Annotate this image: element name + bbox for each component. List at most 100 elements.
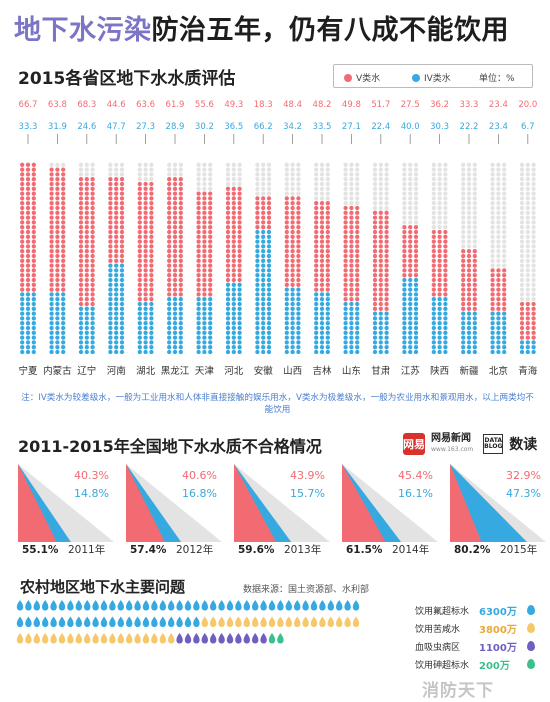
fluoride-drop [184, 616, 192, 627]
v-dot [355, 225, 360, 230]
v-dot [143, 273, 148, 278]
v-dot [167, 282, 172, 287]
v-dot [531, 321, 536, 326]
v-dot [284, 220, 289, 225]
iv-dot [402, 349, 407, 355]
empty-dot [402, 220, 407, 225]
iv-dot [31, 330, 36, 335]
iv-dot [261, 277, 266, 283]
iv-dot [496, 311, 501, 316]
iv-dot [137, 345, 142, 350]
iv-dot [196, 349, 201, 355]
brackish-drop [294, 616, 301, 627]
iv-dot [490, 335, 495, 340]
v-dot [343, 229, 348, 235]
v-dot [225, 277, 231, 283]
fluoride-drop [302, 600, 309, 611]
iv-dot [502, 325, 507, 331]
v-dot [466, 301, 472, 307]
iv-dot [266, 229, 272, 235]
iv-dot [413, 325, 419, 331]
v-dot [225, 253, 231, 259]
rural-legend-item: 饮用苦咸水 3800万 [415, 619, 541, 637]
iv-dot [137, 321, 142, 326]
iv-dot [325, 345, 330, 350]
iv-dot [172, 301, 178, 307]
v-dot [149, 229, 154, 235]
v-dot [296, 220, 301, 225]
empty-dot [413, 177, 419, 182]
iv-dot [266, 335, 272, 340]
v-dot [25, 287, 31, 292]
v-dot [349, 263, 354, 268]
empty-dot [343, 181, 348, 187]
iv-dot [119, 321, 125, 326]
v-dot [266, 225, 272, 230]
iv-dot [413, 282, 419, 287]
empty-dot [319, 196, 325, 201]
v-dot [25, 244, 31, 249]
v-dot [349, 273, 354, 278]
v-dot [325, 220, 330, 225]
empty-dot [525, 220, 530, 225]
brackish-drop [75, 633, 82, 644]
iv-dot [25, 325, 31, 331]
iv-dot [61, 311, 66, 316]
iv-dot [202, 311, 207, 316]
v-dot [108, 181, 113, 187]
v-dot [461, 297, 466, 302]
iv-dot [502, 345, 507, 350]
empty-dot [408, 167, 413, 172]
iv-dot [431, 335, 436, 340]
fluoride-drop [25, 616, 32, 627]
iv-dot [355, 321, 360, 326]
iv-dot [114, 263, 119, 268]
v-dot [172, 282, 178, 287]
iv-dot [137, 325, 142, 331]
v-dot [108, 186, 113, 191]
empty-dot [519, 196, 525, 201]
iv-dot [20, 306, 25, 311]
iv-dot [261, 316, 266, 321]
v-dot [325, 277, 330, 283]
iv-dot [78, 311, 84, 316]
v-dot [472, 268, 477, 273]
empty-dot [149, 167, 154, 172]
iv-dot [296, 335, 301, 340]
iv-dot [137, 330, 142, 335]
v-dot [319, 253, 325, 259]
province-column [490, 162, 507, 355]
v-dot [55, 210, 60, 215]
v-dot [372, 277, 378, 283]
v-dot [114, 177, 119, 182]
empty-dot [525, 234, 530, 239]
iv-dot [49, 335, 54, 340]
v-dot [284, 277, 289, 283]
empty-dot [443, 167, 448, 172]
empty-dot [202, 167, 207, 172]
brackish-drop [218, 616, 225, 627]
iv-dot [290, 321, 295, 326]
iv-dot [314, 297, 319, 302]
iv-dot [114, 311, 119, 316]
iv-dot [196, 325, 201, 331]
v-dot [84, 234, 89, 239]
v-dot [114, 220, 119, 225]
empty-dot [443, 201, 448, 206]
empty-dot [496, 201, 501, 206]
iv-dot [325, 301, 330, 307]
v-dot [143, 225, 148, 230]
v-dot [314, 239, 319, 244]
v-dot [202, 215, 207, 220]
v-dot [378, 277, 383, 283]
iv-dot [178, 330, 183, 335]
brackish-drop [336, 616, 343, 627]
v-dot [431, 268, 436, 273]
iv-dot [143, 345, 148, 350]
v-dot [343, 263, 348, 268]
v-dot [55, 258, 60, 263]
iv-dot [261, 330, 266, 335]
empty-dot [284, 181, 289, 187]
iv-dot [178, 297, 183, 302]
v-dot [196, 277, 201, 283]
